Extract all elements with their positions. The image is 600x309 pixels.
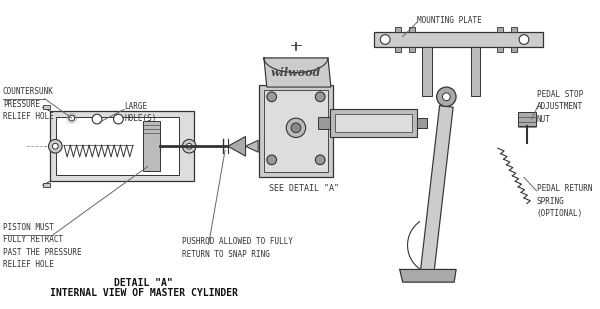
Bar	[470, 47, 481, 96]
Circle shape	[113, 114, 123, 124]
Text: INTERNAL VIEW OF MASTER CYLINDER: INTERNAL VIEW OF MASTER CYLINDER	[50, 288, 238, 298]
Bar	[497, 47, 503, 52]
Circle shape	[442, 93, 450, 101]
Bar	[50, 111, 194, 181]
Bar	[43, 183, 50, 187]
Bar	[374, 32, 544, 47]
Circle shape	[316, 92, 325, 102]
Bar	[511, 47, 517, 52]
Circle shape	[519, 35, 529, 44]
Text: SEE DETAIL "A": SEE DETAIL "A"	[269, 184, 339, 193]
Text: MOUNTING PLATE: MOUNTING PLATE	[417, 16, 482, 25]
Bar	[409, 27, 415, 32]
Text: PUSHROD ALLOWED TO FULLY
RETURN TO SNAP RING: PUSHROD ALLOWED TO FULLY RETURN TO SNAP …	[182, 237, 293, 259]
Bar	[56, 117, 179, 176]
Circle shape	[291, 123, 301, 133]
Text: PEDAL RETURN
SPRING
(OPTIONAL): PEDAL RETURN SPRING (OPTIONAL)	[536, 184, 592, 218]
Circle shape	[267, 92, 277, 102]
Bar	[395, 47, 401, 52]
Circle shape	[286, 118, 305, 138]
Bar	[511, 27, 517, 32]
Text: wilwood: wilwood	[271, 67, 321, 78]
Bar	[497, 27, 503, 32]
Circle shape	[316, 155, 325, 165]
Circle shape	[182, 139, 196, 153]
Polygon shape	[228, 137, 245, 156]
Polygon shape	[264, 58, 331, 87]
Circle shape	[92, 114, 102, 124]
Bar	[143, 121, 160, 171]
Polygon shape	[420, 106, 453, 275]
Bar	[330, 109, 417, 137]
Text: PISTON MUST
FULLY RETRACT
PAST THE PRESSURE
RELIEF HOLE: PISTON MUST FULLY RETRACT PAST THE PRESS…	[3, 223, 82, 269]
Circle shape	[437, 87, 456, 107]
Circle shape	[49, 139, 62, 153]
Bar	[422, 47, 432, 96]
Bar	[417, 118, 427, 128]
Bar	[395, 27, 401, 32]
Bar	[518, 112, 536, 126]
Bar	[43, 105, 50, 109]
Polygon shape	[400, 269, 456, 282]
Bar	[409, 47, 415, 52]
Circle shape	[69, 115, 75, 121]
Bar	[264, 90, 328, 172]
Text: DETAIL "A": DETAIL "A"	[114, 278, 173, 288]
Circle shape	[267, 155, 277, 165]
Polygon shape	[245, 140, 258, 152]
Text: COUNTERSUNK
PRESSURE
RELIEF HOLE: COUNTERSUNK PRESSURE RELIEF HOLE	[3, 87, 54, 121]
Text: PEDAL STOP
ADJUSTMENT
NUT: PEDAL STOP ADJUSTMENT NUT	[536, 90, 583, 124]
Circle shape	[187, 143, 192, 149]
Circle shape	[52, 143, 58, 149]
Text: LARGE
HOLE(S): LARGE HOLE(S)	[124, 102, 157, 123]
Circle shape	[380, 35, 390, 44]
Bar	[259, 85, 333, 177]
Bar	[318, 117, 330, 129]
Bar	[335, 114, 412, 132]
Polygon shape	[264, 58, 328, 73]
